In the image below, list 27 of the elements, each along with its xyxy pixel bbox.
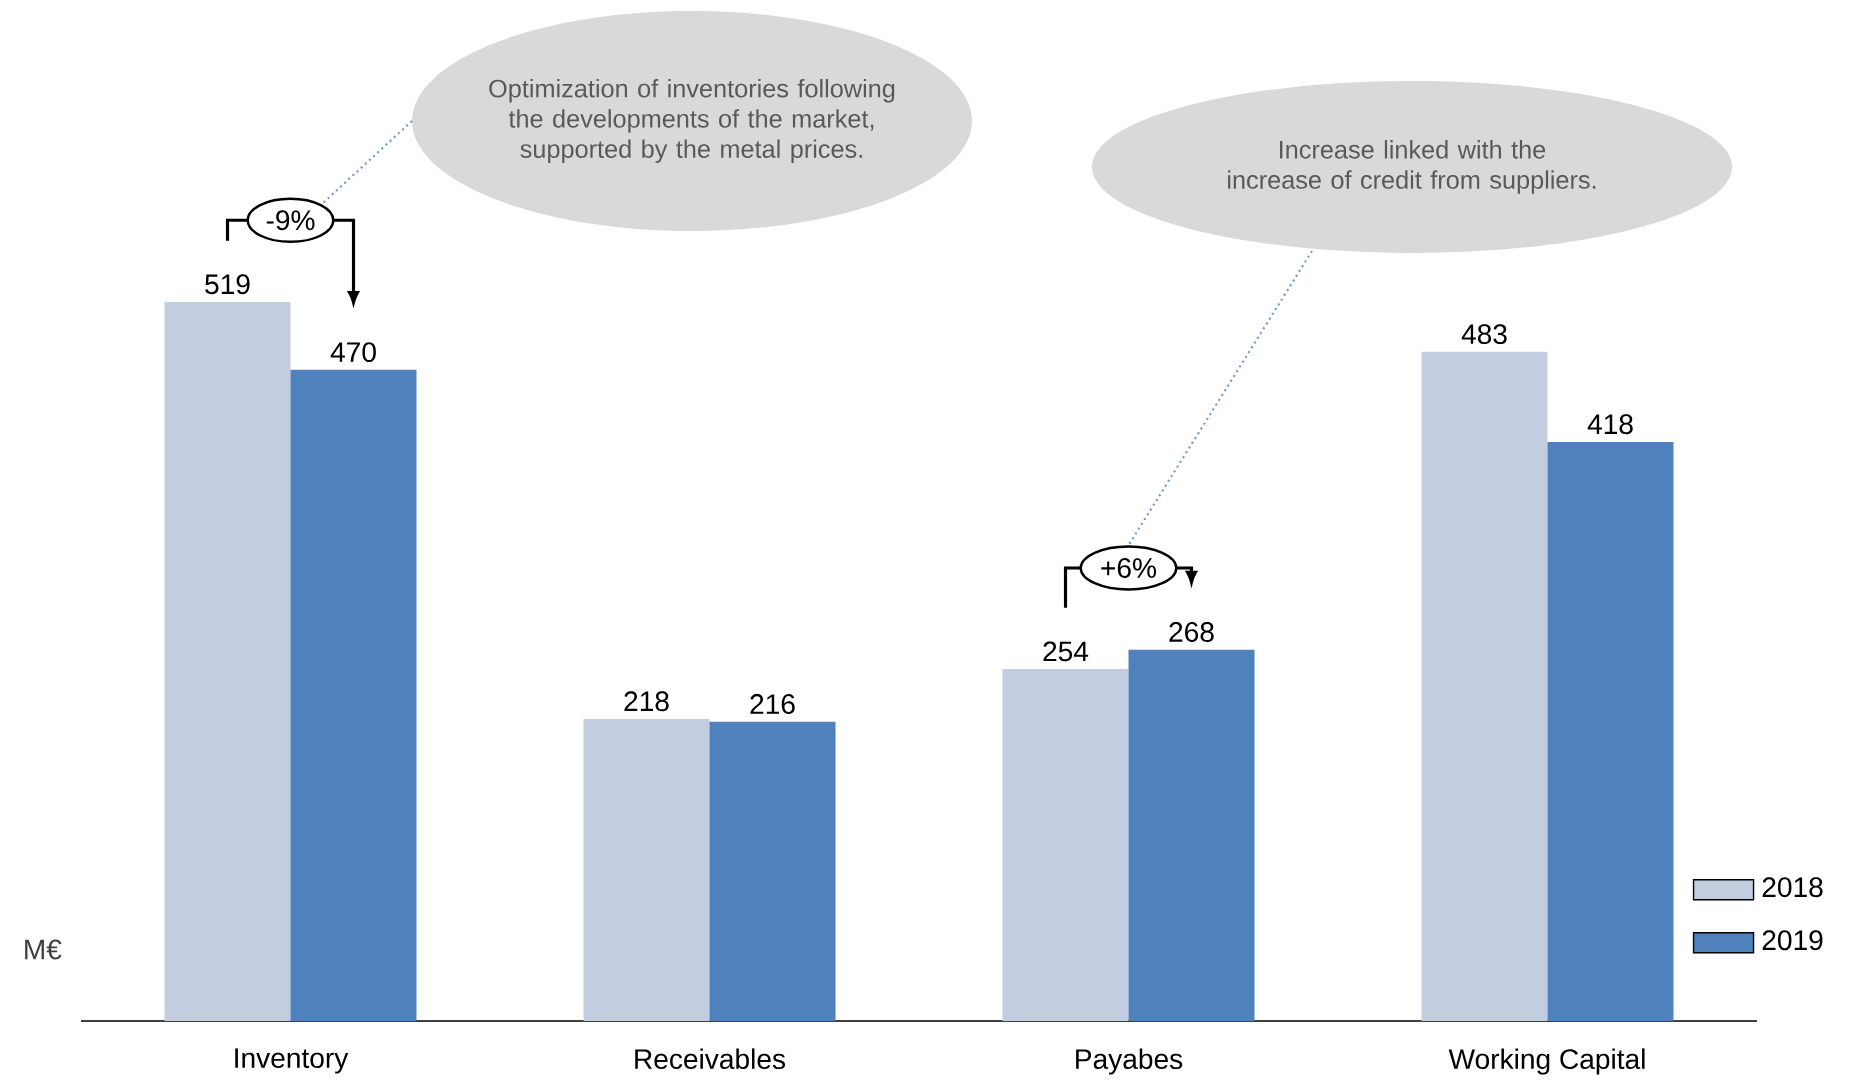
data-label: 418 <box>1587 414 1633 435</box>
data-label: 519 <box>205 274 250 295</box>
bar <box>164 301 291 1021</box>
bar <box>1002 669 1129 1021</box>
legend-label: 2019 <box>1762 930 1823 951</box>
data-label: 470 <box>330 342 376 363</box>
legend-label: 2018 <box>1762 877 1823 898</box>
data-label: 483 <box>1461 324 1507 345</box>
text: -9% <box>266 210 315 231</box>
y-axis-title: M€ <box>25 939 62 960</box>
x-tick-label: Inventory <box>235 1048 349 1074</box>
data-label: 218 <box>624 691 669 712</box>
bar <box>583 718 710 1021</box>
bar <box>290 369 417 1021</box>
x-tick-label: Payabes <box>1076 1048 1183 1075</box>
data-label: 216 <box>750 694 795 715</box>
x-tick-label: Receivables <box>635 1048 786 1070</box>
text: Increase linked with the increase of credit from suppliers. <box>1228 140 1596 194</box>
annotation: +6% <box>1101 558 1157 578</box>
bar <box>1547 441 1674 1021</box>
bar <box>709 721 836 1021</box>
data-label: 254 <box>1043 641 1089 662</box>
bar <box>1421 351 1548 1021</box>
bar <box>1128 649 1255 1021</box>
text: Optimization of inventories following the developments of the market, supported by the metal prices. <box>489 78 895 163</box>
data-label: 268 <box>1169 622 1214 642</box>
x-tick-label: Working Capital <box>1448 1048 1645 1075</box>
